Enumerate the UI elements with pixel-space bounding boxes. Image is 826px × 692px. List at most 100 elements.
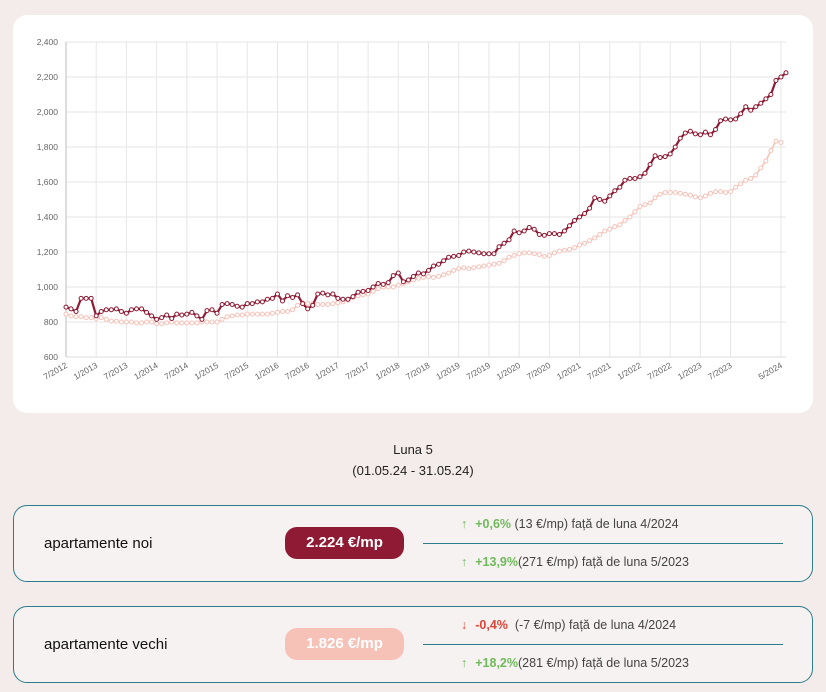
data-point <box>254 311 260 317</box>
data-point <box>118 309 124 314</box>
data-point <box>244 311 250 317</box>
data-point <box>587 238 593 244</box>
change-percent: -0,4% <box>475 618 508 632</box>
data-point <box>637 174 643 180</box>
data-point <box>768 92 774 97</box>
data-point <box>778 139 784 145</box>
data-point <box>682 130 688 136</box>
data-point <box>486 251 492 257</box>
data-point <box>108 307 114 313</box>
data-point <box>617 184 623 190</box>
data-point <box>274 291 280 297</box>
data-point <box>597 232 603 237</box>
data-point <box>637 204 643 209</box>
data-point <box>763 158 769 164</box>
y-tick-label: 1,800 <box>37 142 59 152</box>
data-point <box>541 232 547 238</box>
data-point <box>481 251 487 257</box>
data-point <box>697 132 703 138</box>
data-point <box>652 153 658 159</box>
data-point <box>184 311 190 317</box>
data-point <box>436 274 442 279</box>
x-tick-label: 1/2013 <box>72 360 100 382</box>
arrow-down-icon: ↓ <box>461 618 468 632</box>
divider <box>423 543 783 544</box>
data-point <box>466 266 472 272</box>
change-detail: (13 €/mp) față de luna 4/2024 <box>511 517 679 531</box>
data-point <box>385 284 391 290</box>
data-point <box>516 230 522 236</box>
data-point <box>733 184 739 190</box>
data-point <box>718 189 724 195</box>
data-point <box>103 316 109 322</box>
data-point <box>330 291 336 297</box>
data-point <box>768 148 774 153</box>
data-point <box>687 192 693 198</box>
x-tick-label: 7/2015 <box>223 360 251 382</box>
data-point <box>617 222 623 228</box>
data-point <box>506 254 512 260</box>
data-point <box>285 309 291 314</box>
data-point <box>738 111 744 117</box>
y-tick-label: 1,200 <box>37 247 59 257</box>
data-point <box>325 302 331 307</box>
y-tick-label: 1,600 <box>37 177 59 187</box>
data-point <box>164 312 170 318</box>
data-point <box>78 314 84 320</box>
data-point <box>335 295 341 301</box>
data-point <box>144 309 150 315</box>
x-tick-label: 1/2019 <box>434 360 462 382</box>
data-point <box>672 144 678 150</box>
data-point <box>149 319 155 325</box>
data-point <box>612 188 618 194</box>
data-point <box>662 190 668 195</box>
y-tick-label: 2,000 <box>37 107 59 117</box>
data-point <box>677 190 683 196</box>
change-detail: (271 €/mp) față de luna 5/2023 <box>518 555 689 569</box>
data-point <box>652 195 658 201</box>
data-point <box>259 299 265 305</box>
data-point <box>486 262 492 268</box>
data-point <box>254 299 260 305</box>
x-tick-label: 1/2020 <box>495 360 523 382</box>
data-point <box>144 319 150 325</box>
data-point <box>370 284 376 290</box>
arrow-up-icon: ↑ <box>461 656 468 670</box>
y-tick-label: 1,000 <box>37 282 59 292</box>
data-point <box>426 274 432 279</box>
data-point <box>365 288 371 293</box>
data-point <box>481 263 487 269</box>
data-point <box>461 265 467 271</box>
yearly-change: ↑ +18,2%(281 €/mp) față de luna 5/2023 <box>461 656 689 670</box>
data-point <box>723 190 729 195</box>
data-point <box>390 284 396 290</box>
data-point <box>174 311 180 317</box>
data-point <box>295 302 301 308</box>
x-tick-label: 7/2022 <box>646 360 674 382</box>
data-point <box>204 319 210 325</box>
data-point <box>290 307 296 313</box>
data-point <box>375 281 381 286</box>
data-point <box>123 310 129 316</box>
data-point <box>647 200 653 206</box>
data-point <box>420 271 426 277</box>
data-point <box>370 288 376 294</box>
data-point <box>577 214 583 220</box>
data-point <box>436 261 442 267</box>
data-point <box>531 251 537 257</box>
data-point <box>139 320 145 326</box>
data-point <box>269 310 275 316</box>
x-tick-label: 7/2020 <box>525 360 553 382</box>
x-tick-label: 7/2012 <box>41 360 69 382</box>
stat-card-new: apartamente noi 2.224 €/mp ↑ +0,6% (13 €/… <box>13 505 813 582</box>
price-badge: 1.826 €/mp <box>285 628 404 660</box>
data-point <box>83 315 89 321</box>
data-point <box>546 253 552 258</box>
data-point <box>607 226 613 232</box>
x-tick-label: 5/2024 <box>756 360 784 382</box>
data-point <box>526 225 532 230</box>
data-point <box>491 251 497 257</box>
x-tick-label: 7/2013 <box>102 360 130 382</box>
data-point <box>763 96 769 102</box>
data-point <box>128 307 134 313</box>
